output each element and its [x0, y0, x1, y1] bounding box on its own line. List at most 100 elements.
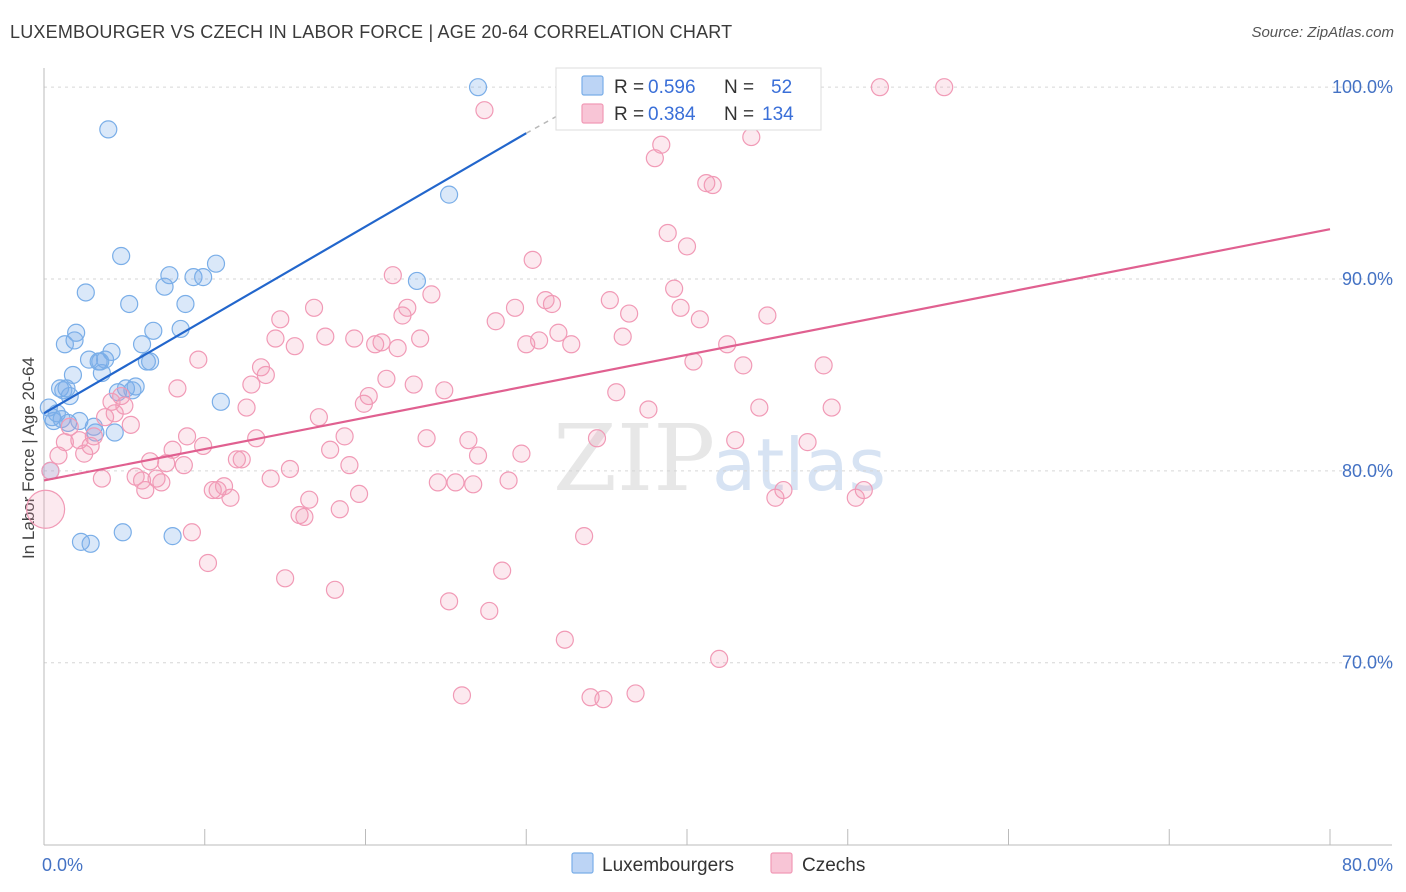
czech-point — [411, 329, 430, 348]
luxembourger-point — [123, 381, 142, 400]
czech-point — [189, 350, 208, 369]
czech-point — [372, 333, 391, 352]
czech-point — [330, 500, 349, 519]
czech-point — [121, 415, 140, 434]
czech-point — [626, 684, 645, 703]
luxembourger-point — [155, 277, 174, 296]
czech-point — [480, 601, 499, 621]
czech-point — [475, 101, 494, 120]
luxembourger-point — [132, 335, 152, 354]
czech-point — [750, 398, 769, 417]
trend-lines — [43, 105, 1331, 482]
czech-point — [665, 279, 684, 298]
luxembourger-point — [439, 185, 459, 204]
luxembourger-point — [206, 254, 226, 273]
series-legend: Luxembourgers Czechs — [571, 852, 865, 876]
luxembourger-point — [184, 268, 203, 287]
luxembourger-point — [91, 352, 110, 371]
chart-source: Source: ZipAtlas.com — [1251, 24, 1394, 41]
y-tick-label-0: 70.0% — [1342, 653, 1393, 673]
czechs-trend-line — [43, 228, 1331, 482]
czech-point — [335, 427, 354, 446]
x-tick-label-0: 0.0% — [42, 855, 83, 875]
czech-point — [70, 431, 89, 450]
czech-point — [177, 427, 197, 446]
czech-point — [530, 331, 549, 350]
czech-point — [697, 174, 716, 193]
gridlines — [44, 86, 1392, 664]
y-tick-label-2: 90.0% — [1342, 269, 1393, 289]
czech-point — [652, 135, 671, 154]
luxembourger-point — [211, 392, 230, 411]
watermark-zip: ZIP — [553, 405, 715, 512]
luxembourgers-trend-line — [43, 132, 527, 415]
czech-point — [26, 489, 66, 529]
czech-point — [152, 473, 171, 492]
luxembourger-point — [55, 335, 74, 354]
luxembourger-point — [144, 321, 163, 340]
czech-point — [237, 398, 256, 417]
czech-point — [505, 298, 525, 317]
luxembourger-point — [76, 283, 95, 302]
czech-point — [710, 649, 729, 669]
czech-point — [285, 337, 304, 356]
czech-point — [422, 285, 441, 304]
legend-swatch-czechs — [581, 103, 604, 124]
czech-point — [280, 459, 300, 479]
czech-point — [84, 427, 103, 446]
luxembourger-point — [81, 534, 100, 553]
czech-point — [486, 312, 505, 331]
luxembourger-point — [163, 527, 182, 546]
czech-point — [304, 298, 324, 317]
czech-point — [464, 475, 483, 494]
czech-point — [613, 327, 632, 346]
luxembourger-point — [120, 294, 139, 314]
legend-r-value-luxembourgers: 0.596 — [648, 77, 696, 98]
czech-point — [439, 592, 459, 611]
czech-point — [316, 327, 335, 346]
luxembourger-point — [468, 78, 488, 97]
luxembourger-point — [160, 266, 179, 285]
czech-point — [221, 488, 240, 507]
czech-point — [115, 396, 134, 415]
czech-point — [523, 250, 542, 269]
czech-point — [81, 436, 100, 456]
czech-point — [388, 339, 407, 358]
czech-point — [742, 127, 761, 147]
czech-point — [718, 335, 737, 354]
czech-point — [677, 237, 697, 256]
bottom-legend-label-czechs: Czechs — [802, 855, 865, 876]
czech-point — [276, 569, 295, 588]
czech-point — [112, 386, 131, 406]
czech-point — [658, 223, 677, 243]
czech-point — [639, 400, 658, 419]
czech-point — [95, 408, 115, 427]
czech-point — [468, 446, 488, 465]
czech-point — [870, 78, 890, 97]
czech-point — [774, 480, 793, 500]
czech-point — [555, 630, 574, 649]
series-luxembourgers-points — [39, 78, 488, 553]
czech-point — [814, 356, 833, 375]
czech-point — [512, 444, 531, 463]
czech-point — [242, 375, 261, 394]
czech-point — [227, 450, 246, 469]
legend-n-value-czechs: 134 — [762, 104, 794, 125]
luxembourger-point — [140, 352, 160, 371]
czech-point — [600, 291, 619, 310]
czech-point — [587, 429, 607, 448]
czech-point — [366, 335, 385, 354]
watermark: ZIP atlas — [553, 405, 886, 512]
luxembourger-point — [67, 323, 86, 342]
czech-point — [822, 398, 841, 417]
axes — [43, 68, 1392, 846]
czech-point — [41, 461, 60, 480]
czech-point — [340, 456, 359, 475]
czech-point — [261, 469, 280, 488]
czech-point — [726, 431, 745, 450]
czech-point — [493, 561, 512, 580]
czech-point — [594, 690, 613, 709]
bottom-legend-swatch-czechs — [770, 852, 793, 874]
czech-point — [92, 469, 111, 488]
